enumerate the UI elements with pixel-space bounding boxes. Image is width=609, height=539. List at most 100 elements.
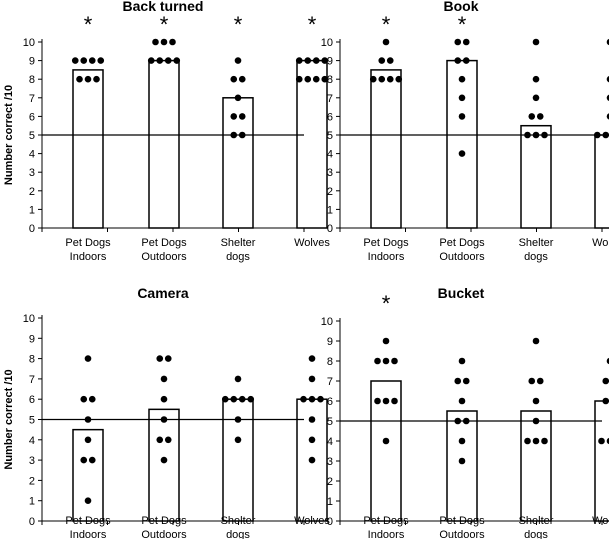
data-point (304, 57, 312, 64)
data-point (173, 57, 181, 64)
data-point (312, 57, 320, 64)
data-point (454, 57, 462, 64)
data-point (160, 375, 168, 383)
y-tick-label: 0 (327, 223, 333, 235)
data-point (308, 395, 316, 403)
bar (446, 410, 478, 522)
data-point (378, 57, 386, 64)
data-point (602, 377, 609, 385)
data-point (458, 75, 466, 83)
y-tick-label: 5 (327, 416, 333, 428)
data-point (454, 38, 462, 46)
bar (148, 408, 180, 522)
data-point (458, 94, 466, 102)
y-tick-label: 1 (29, 496, 35, 508)
y-tick-label: 3 (29, 455, 35, 467)
data-point (593, 131, 601, 139)
data-point (164, 57, 172, 64)
data-point (160, 395, 168, 403)
category-label: Outdoors (439, 529, 485, 539)
y-tick-label: 3 (327, 456, 333, 468)
significance-star: * (84, 12, 93, 37)
chart-panel-1: Back turned Number correct /10 0 1 2 3 4 5 6 7 8 9 1… (3, 0, 330, 263)
y-tick-label: 7 (29, 93, 35, 105)
data-point (80, 456, 88, 464)
y-axis-label: Number correct /10 (3, 85, 15, 185)
bar (520, 124, 552, 229)
y-tick-label: 10 (321, 316, 333, 328)
category-label: Shelter (221, 237, 256, 249)
data-point (160, 456, 168, 464)
significance-star: * (160, 12, 169, 37)
data-point (156, 436, 164, 444)
significance-star: * (308, 12, 317, 37)
data-point (606, 94, 609, 101)
data-point (234, 94, 242, 102)
chart-title: Back turned (123, 0, 204, 14)
bar (72, 69, 104, 229)
data-point (458, 437, 466, 445)
data-point (458, 457, 466, 465)
y-tick-label: 10 (23, 37, 35, 49)
data-point (88, 57, 96, 64)
bar (296, 59, 328, 229)
chart-panel-4: Bucket 0 1 2 3 4 5 6 7 8 9 10 * Pet Dogs Indoors Pet Do… (321, 285, 609, 539)
data-point (532, 38, 540, 46)
category-label: dogs (524, 251, 548, 263)
data-point (234, 57, 242, 64)
y-axis-label: Number correct /10 (3, 369, 15, 469)
data-point (532, 437, 540, 445)
category-label: Wolves (294, 237, 330, 249)
data-point (84, 497, 92, 505)
category-label: dogs (226, 251, 250, 263)
data-point (602, 131, 609, 139)
data-point (230, 395, 238, 403)
data-point (378, 75, 386, 83)
data-point (312, 75, 320, 83)
chart-panel-2: Book 0 1 2 3 4 5 6 7 8 9 10 * * Pet Dogs Indoors Pet Dog… (321, 0, 609, 263)
data-point (532, 94, 540, 102)
data-point (528, 113, 536, 120)
y-tick-label: 6 (29, 394, 35, 406)
data-point (230, 113, 238, 120)
significance-star: * (458, 12, 467, 37)
y-tick-label: 2 (327, 476, 333, 488)
category-label: Pet Dogs (141, 515, 187, 527)
data-point (321, 57, 329, 64)
data-point (454, 377, 462, 385)
data-point (606, 357, 609, 365)
data-point (382, 397, 390, 405)
category-label: Pet Dogs (363, 515, 409, 527)
category-label: Wolves (592, 237, 609, 249)
data-point (234, 436, 242, 444)
data-point (541, 131, 548, 139)
data-point (76, 75, 83, 83)
y-tick-label: 1 (327, 204, 333, 216)
data-point (221, 395, 229, 403)
y-tick-label: 4 (29, 435, 35, 447)
y-tick-label: 9 (327, 56, 333, 68)
data-point (462, 38, 470, 46)
y-tick-label: 9 (29, 56, 35, 68)
data-point (374, 397, 381, 405)
y-tick-label: 2 (29, 475, 35, 487)
bar (148, 59, 180, 229)
data-point (160, 38, 168, 46)
data-point (369, 75, 377, 83)
data-point (532, 337, 540, 345)
data-point (458, 150, 466, 157)
category-label: Indoors (368, 251, 405, 263)
data-point (234, 375, 242, 383)
data-point (317, 395, 324, 403)
chart-title: Bucket (438, 285, 485, 301)
category-label: Wolves (592, 515, 609, 527)
data-point (164, 355, 172, 362)
data-point (238, 131, 246, 139)
category-label: Outdoors (141, 251, 187, 263)
data-point (308, 436, 316, 444)
data-point (84, 416, 92, 423)
y-tick-label: 5 (29, 130, 35, 142)
data-point (156, 57, 164, 64)
